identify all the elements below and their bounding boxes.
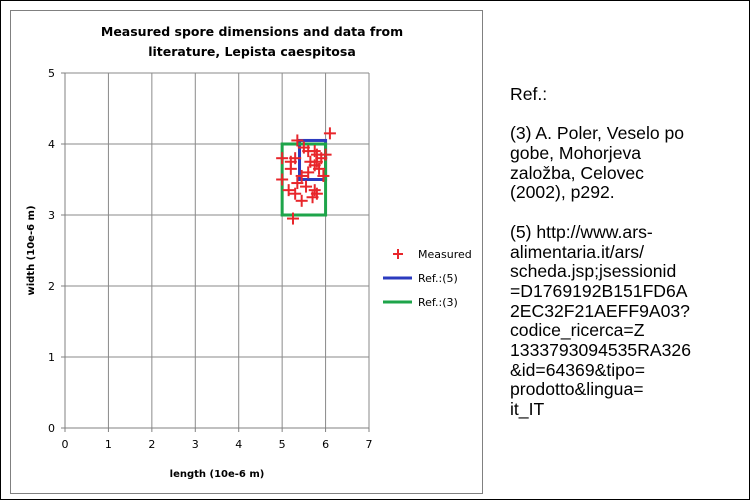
x-tick-label: 7 (366, 438, 373, 451)
ref5-line: 2EC32F21AEFF9A03? (510, 300, 690, 321)
measured-point (276, 173, 289, 186)
ref5-line: =D1769192B151FD6A (510, 280, 688, 301)
ref3-line: založba, Celovec (510, 162, 644, 183)
measured-point (276, 152, 289, 165)
measured-point (300, 180, 313, 193)
reference-panel: Ref.: (3) A. Poler, Veselo po gobe, Moho… (510, 84, 746, 420)
measured-point (323, 127, 336, 140)
ref3-line: (2002), p292. (510, 182, 615, 203)
y-tick-label: 2 (48, 280, 55, 293)
measured-point (306, 191, 319, 204)
legend-label: Ref.:(5) (418, 272, 458, 285)
measured-point (289, 152, 302, 165)
measured-point (319, 148, 332, 161)
measured-point (302, 166, 315, 179)
measured-point (317, 169, 330, 182)
y-tick-label: 4 (48, 138, 55, 151)
y-tick-label: 5 (48, 67, 55, 80)
ref5-line: codice_ricerca=Z (510, 320, 645, 341)
measured-point (284, 162, 297, 175)
x-tick-label: 0 (62, 438, 69, 451)
legend-label: Ref.:(3) (418, 296, 458, 309)
measured-point (289, 187, 302, 200)
legend-marker-measured (393, 249, 403, 259)
ref5-line: prodotto&lingua= (510, 379, 644, 400)
ref5-line: (5) http://www.ars- (510, 221, 653, 242)
x-axis-title: length (10e-6 m) (170, 469, 265, 480)
x-tick-label: 4 (235, 438, 242, 451)
y-tick-label: 3 (48, 209, 55, 222)
ref5-line: alimentaria.it/ars/ (510, 241, 644, 262)
measured-point (295, 169, 308, 182)
ref-heading: Ref.: (510, 84, 548, 104)
legend-label: Measured (418, 248, 472, 261)
x-tick-label: 1 (105, 438, 112, 451)
measured-point (295, 194, 308, 207)
chart-title: Measured spore dimensions and data from (101, 24, 403, 39)
measured-point (282, 184, 295, 197)
ref5-line: it_IT (510, 399, 545, 419)
ref5-line: scheda.jsp;jsessionid (510, 261, 677, 282)
x-tick-label: 6 (322, 438, 329, 451)
x-tick-label: 2 (148, 438, 155, 451)
chart-title: literature, Lepista caespitosa (148, 44, 356, 59)
ref3-line: (3) A. Poler, Veselo po (510, 123, 685, 144)
x-tick-label: 5 (279, 438, 286, 451)
ref5-line: &id=64369&tipo= (510, 359, 646, 380)
y-tick-label: 1 (48, 351, 55, 364)
measured-point (287, 212, 299, 225)
y-tick-label: 0 (48, 422, 55, 435)
y-axis-title: width (10e-6 m) (26, 205, 37, 295)
ref5-line: 1333793094535RA326 (510, 339, 691, 360)
scatter-chart: Measured spore dimensions and data from l… (26, 24, 472, 480)
ref3-line: gobe, Mohorjeva (510, 143, 642, 164)
x-tick-label: 3 (192, 438, 199, 451)
measured-point (313, 162, 326, 175)
measured-point (291, 177, 304, 190)
chart-area: Measured spore dimensions and data from l… (10, 10, 483, 494)
measured-point (291, 134, 304, 147)
